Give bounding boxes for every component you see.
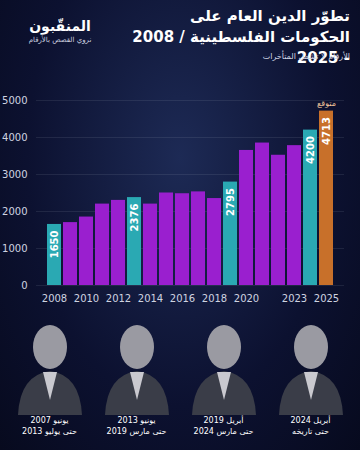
html-text:الأرقام لا تشمل المتأخرات: الأرقام لا تشمل المتأخرات [262,52,350,61]
svg-text:1000: 1000 [2,243,27,254]
svg-text:2020: 2020 [234,293,259,304]
svg-text:2795: 2795 [225,188,236,216]
html-text:أبريل 2019: أبريل 2019 [203,416,244,425]
svg-text:4200: 4200 [305,136,316,164]
html-text:حتى مارس 2019: حتى مارس 2019 [106,427,167,436]
svg-text:2376: 2376 [129,204,140,232]
svg-text:2023: 2023 [282,293,307,304]
svg-text:5000: 5000 [2,95,27,106]
svg-text:2025: 2025 [314,293,339,304]
svg-text:2012: 2012 [106,293,131,304]
svg-text:1650: 1650 [49,230,60,258]
svg-text:2018: 2018 [202,293,227,304]
html-text:حتى يوليو 2013: حتى يوليو 2013 [22,427,77,436]
svg-text:2000: 2000 [2,206,27,217]
svg-text:2016: 2016 [170,293,195,304]
svg-text:2014: 2014 [138,293,163,304]
html-text:نروي القصص بالأرقام: نروي القصص بالأرقام [28,36,92,44]
html-text:أبريل 2024: أبريل 2024 [290,416,331,425]
svg-text:متوقع: متوقع [317,99,336,108]
svg-text:2010: 2010 [74,293,99,304]
svg-text:0: 0 [21,280,27,291]
html-text:المنقّبون: المنقّبون [29,18,91,34]
svg-text:3000: 3000 [2,169,27,180]
svg-text:2008: 2008 [42,293,67,304]
html-text:تطوّر الدين العام على الحكومات: تطوّر الدين العام على الحكومات الفلسطيني… [132,7,350,67]
html-text:حتى تاريخه: حتى تاريخه [292,427,329,436]
html-text:حتى مارس 2024: حتى مارس 2024 [193,427,254,436]
html-text:يونيو 2007: يونيو 2007 [30,416,69,425]
html-text:يونيو 2013: يونيو 2013 [117,416,156,425]
svg-text:4713: 4713 [321,117,332,145]
svg-text:4000: 4000 [2,132,27,143]
